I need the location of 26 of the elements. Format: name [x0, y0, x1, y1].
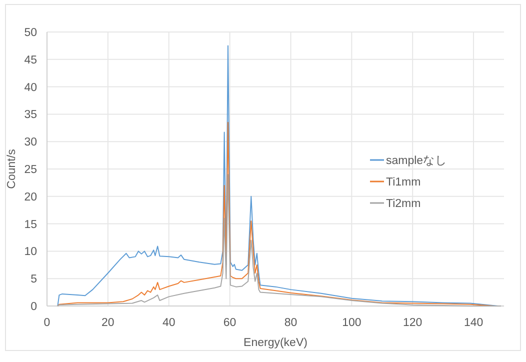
y-tick-label: 15	[24, 218, 37, 231]
x-tick-label: 120	[403, 317, 422, 329]
x-tick-label: 20	[102, 317, 114, 329]
x-tick-label: 40	[162, 317, 176, 329]
y-axis-title: Count/s	[6, 148, 18, 189]
y-tick-label: 20	[24, 191, 37, 204]
y-tick-label: 0	[30, 301, 37, 314]
x-tick-label: 0	[44, 317, 50, 329]
legend-label: sampleなし	[386, 155, 448, 168]
x-tick-label: 140	[464, 317, 484, 329]
line-series	[57, 45, 498, 306]
x-tick-label: 100	[342, 317, 362, 329]
y-tick-label: 45	[24, 54, 37, 66]
x-tick-label: 80	[284, 317, 298, 329]
y-tick-label: 10	[24, 246, 37, 258]
y-tick-label: 50	[24, 27, 37, 40]
x-axis-title: Energy(keV)	[244, 337, 308, 349]
y-tick-label: 25	[24, 164, 37, 176]
legend-label: Ti1mm	[386, 176, 421, 189]
x-tick-label: 60	[223, 317, 236, 329]
legend-label: Ti2mm	[386, 198, 421, 210]
y-tick-label: 5	[30, 274, 37, 286]
y-tick-label: 30	[24, 136, 37, 149]
y-tick-label: 40	[24, 82, 37, 94]
y-tick-label: 35	[24, 109, 37, 122]
line-series	[57, 174, 502, 306]
